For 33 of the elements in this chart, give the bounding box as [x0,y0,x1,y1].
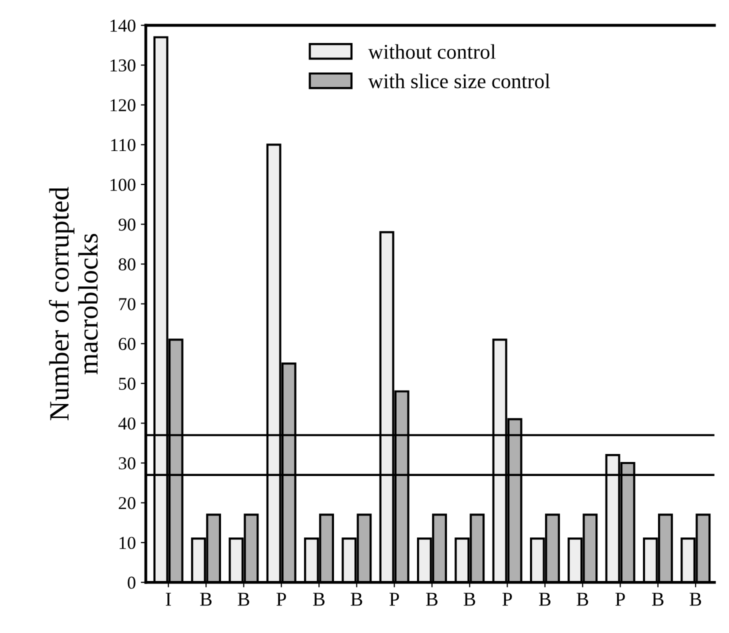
legend-label: without control [368,44,496,59]
y-tick-label: 120 [110,99,136,112]
y-tick-label: 30 [118,457,136,470]
y-tick-label: 20 [118,497,136,510]
x-tick-label: B [350,592,362,606]
x-tick-label: B [576,592,588,606]
x-tick-label: B [690,592,702,606]
y-axis-title: Number of corrupted macroblocks [48,186,98,420]
x-tick-label: B [313,592,325,606]
x-tick-label: I [166,592,171,606]
x-tick-label: P [502,592,512,606]
x-tick-label: B [652,592,664,606]
x-tick-label: P [389,592,399,606]
y-tick-label: 100 [110,178,136,191]
x-tick-label: B [539,592,550,606]
x-tick-label: B [464,592,476,606]
y-tick-label: 60 [118,338,136,350]
y-tick-label: 40 [118,417,136,430]
y-tick-label: 110 [111,138,136,152]
y-tick-label: 140 [110,20,136,32]
legend-label: with slice size control [368,74,550,88]
y-tick-label: 130 [110,59,136,72]
y-tick-label: 10 [120,536,136,550]
x-tick-label: P [276,592,286,606]
x-tick-label: P [615,592,625,606]
y-tick-label: 80 [118,258,136,270]
x-tick-label: B [200,592,212,606]
y-tick-label: 0 [128,576,136,589]
x-tick-label: B [426,592,438,606]
y-tick-label: 70 [119,298,136,310]
y-tick-label: 90 [118,218,136,231]
x-tick-label: B [238,592,250,606]
y-tick-label: 50 [119,378,136,390]
